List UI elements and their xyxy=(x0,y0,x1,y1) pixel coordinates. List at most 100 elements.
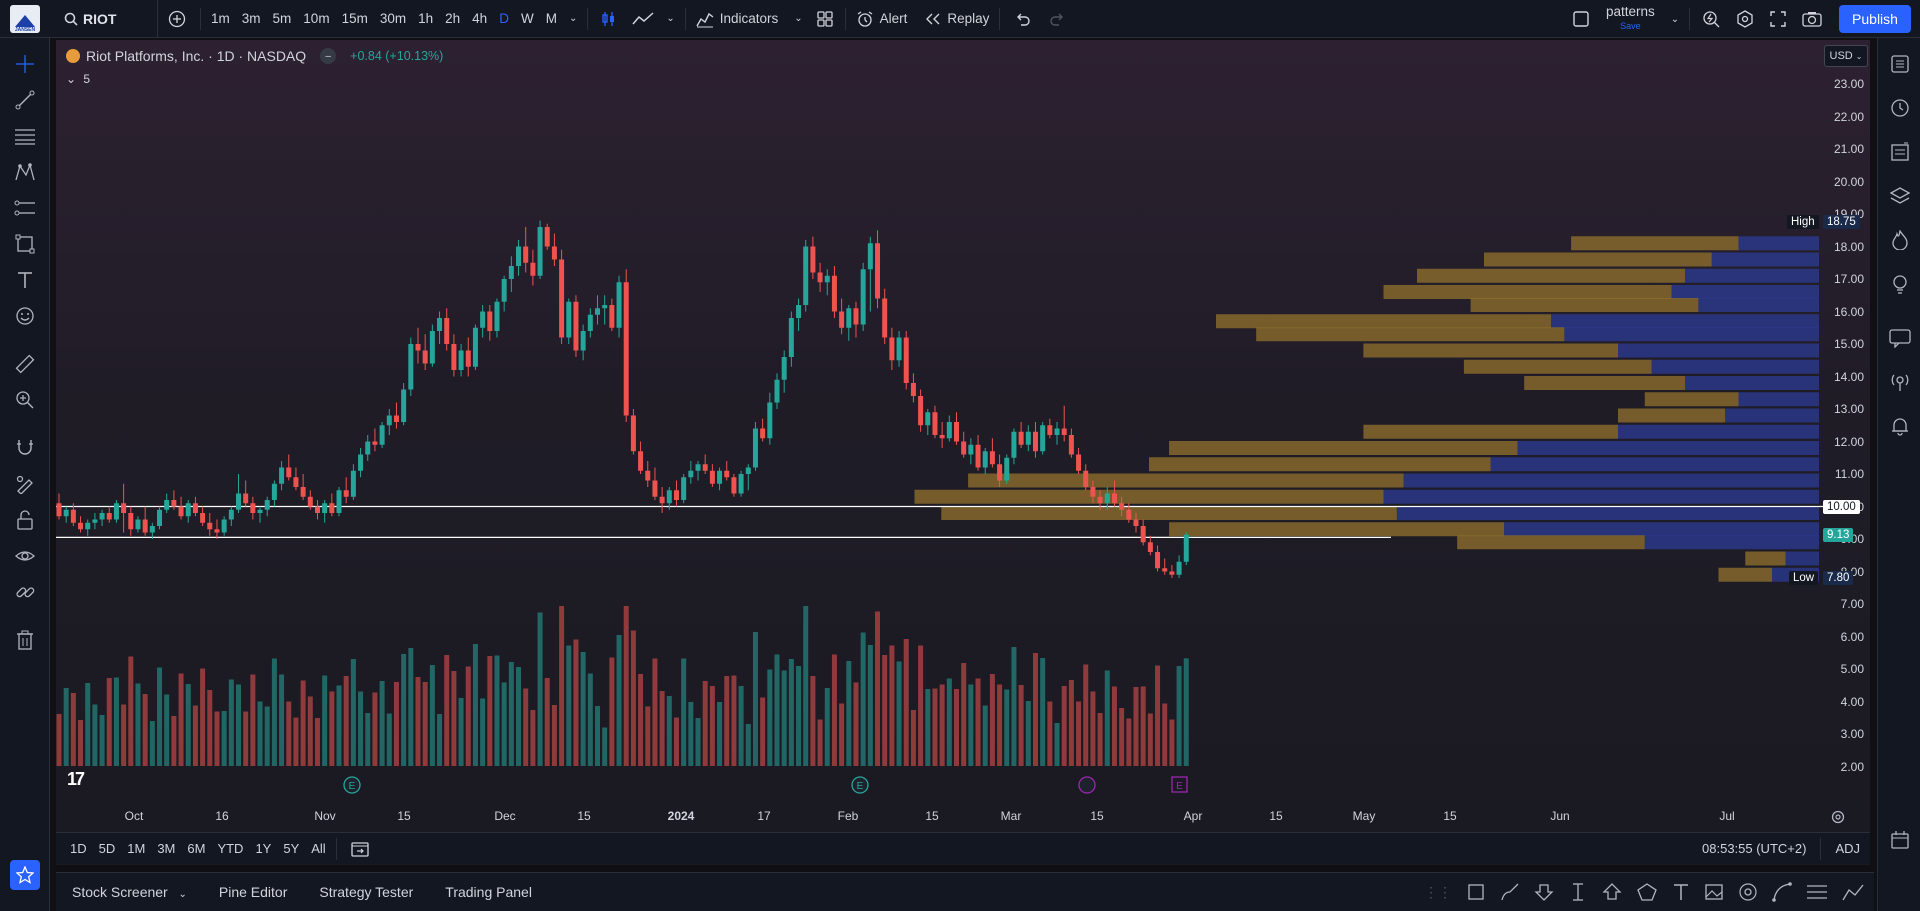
interval-W[interactable]: W xyxy=(520,11,534,26)
tab-stock-screener[interactable]: Stock Screener ⌄ xyxy=(56,884,203,900)
chevron-down-icon[interactable]: ⌄ xyxy=(175,889,187,900)
range-6m[interactable]: 6M xyxy=(187,841,206,856)
emoji-icon[interactable] xyxy=(11,302,39,330)
alerts-clock-icon[interactable] xyxy=(1886,94,1914,122)
interval-5m[interactable]: 5m xyxy=(272,11,292,26)
range-ytd[interactable]: YTD xyxy=(217,841,244,856)
zoom-in-icon[interactable] xyxy=(11,386,39,414)
range-3m[interactable]: 3M xyxy=(157,841,176,856)
interval-15m[interactable]: 15m xyxy=(341,11,368,26)
interval-10m[interactable]: 10m xyxy=(303,11,330,26)
ideas-lightbulb-icon[interactable] xyxy=(1886,270,1914,298)
legend-menu-icon[interactable]: – xyxy=(320,48,337,64)
layers-icon[interactable] xyxy=(1886,182,1914,210)
lock-icon[interactable] xyxy=(11,506,39,534)
magnet-icon[interactable] xyxy=(11,434,39,462)
trash-icon[interactable] xyxy=(11,626,39,654)
go-to-date-button[interactable] xyxy=(341,841,379,857)
text-tool-icon[interactable] xyxy=(1672,882,1690,902)
image-icon[interactable] xyxy=(1704,882,1724,902)
replay-button[interactable]: Replay xyxy=(919,0,995,38)
layout-toggle-button[interactable] xyxy=(1566,0,1596,38)
curve-tool-icon[interactable] xyxy=(1772,882,1792,902)
price-axis[interactable]: 23.00 22.00 21.00 20.00 19.00 18.00 17.00 16.00… xyxy=(1826,40,1870,830)
arrow-down-icon[interactable] xyxy=(1534,882,1554,902)
chart-settings-icon[interactable] xyxy=(1831,810,1845,827)
quick-search-button[interactable] xyxy=(1694,0,1728,38)
ruler-icon[interactable] xyxy=(11,350,39,378)
adjust-data-toggle[interactable]: ADJ xyxy=(1835,841,1860,856)
snapshot-button[interactable] xyxy=(1794,0,1830,38)
drag-handle-icon[interactable]: ⋮⋮ xyxy=(1424,883,1452,900)
fib-retracement-icon[interactable] xyxy=(1806,882,1828,902)
chart-pane[interactable]: E E E Riot Platforms, Inc. · 1D · NASDAQ –… xyxy=(56,40,1870,865)
date-range-icon[interactable] xyxy=(1568,882,1588,902)
time-axis[interactable]: Oct 16 Nov 15 Dec 15 2024 17 Feb 15 Mar 15 Apr 15 May 1… xyxy=(56,805,1826,827)
currency-selector[interactable]: USD ⌄ xyxy=(1824,45,1868,67)
text-tool-icon[interactable] xyxy=(11,266,39,294)
chart-type-dropdown-icon[interactable]: ⌄ xyxy=(666,13,675,24)
undo-button[interactable] xyxy=(1004,0,1040,38)
settings-button[interactable] xyxy=(1728,0,1762,38)
streams-icon[interactable] xyxy=(1886,368,1914,396)
fullscreen-button[interactable] xyxy=(1762,0,1794,38)
brand-logo[interactable]: JANSEN xyxy=(0,0,50,38)
watchlist-star-button[interactable] xyxy=(10,860,40,890)
flower-icon[interactable] xyxy=(1738,882,1758,902)
alert-button[interactable]: Alert xyxy=(850,0,914,38)
indicators-button[interactable]: Indicators ⌄ xyxy=(690,0,809,38)
layout-dropdown-icon[interactable]: ⌄ xyxy=(1670,13,1680,25)
shape-icon[interactable] xyxy=(1636,882,1658,902)
interval-3m[interactable]: 3m xyxy=(241,11,261,26)
indicators-dropdown-icon[interactable]: ⌄ xyxy=(794,13,803,24)
chat-icon[interactable] xyxy=(1886,324,1914,352)
range-5d[interactable]: 5D xyxy=(98,841,116,856)
tab-pine-editor[interactable]: Pine Editor xyxy=(203,884,303,900)
crosshair-icon[interactable] xyxy=(11,50,39,78)
data-window-icon[interactable] xyxy=(1886,138,1914,166)
interval-1m[interactable]: 1m xyxy=(211,11,230,26)
symbol-search[interactable]: RIOT xyxy=(50,0,158,38)
tab-trading-panel[interactable]: Trading Panel xyxy=(429,884,548,900)
layout-name-button[interactable]: patterns Save xyxy=(1596,5,1665,33)
link-icon[interactable] xyxy=(11,578,39,606)
redo-button[interactable] xyxy=(1040,0,1076,38)
drawing-mode-icon[interactable] xyxy=(11,470,39,498)
calendar-icon[interactable] xyxy=(1886,826,1914,854)
publish-button[interactable]: Publish xyxy=(1839,5,1911,33)
interval-1h[interactable]: 1h xyxy=(418,11,434,26)
interval-30m[interactable]: 30m xyxy=(379,11,407,26)
range-1d[interactable]: 1D xyxy=(70,841,87,856)
range-all[interactable]: All xyxy=(311,841,326,856)
templates-button[interactable] xyxy=(809,0,841,38)
tab-strategy-tester[interactable]: Strategy Tester xyxy=(303,884,429,900)
pattern-tool-icon[interactable] xyxy=(11,158,39,186)
range-1m[interactable]: 1M xyxy=(127,841,146,856)
range-1y[interactable]: 1Y xyxy=(255,841,272,856)
indicators-collapse[interactable]: ⌄ 5 xyxy=(66,72,90,86)
interval-2h[interactable]: 2h xyxy=(445,11,461,26)
interval-M[interactable]: M xyxy=(545,11,557,26)
candles-style-button[interactable] xyxy=(592,0,626,38)
arrow-up-icon[interactable] xyxy=(1602,882,1622,902)
notifications-bell-icon[interactable] xyxy=(1886,412,1914,440)
clock-timezone[interactable]: 08:53:55 (UTC+2) xyxy=(1702,841,1807,856)
rectangle-tool-icon[interactable] xyxy=(11,230,39,258)
fib-retracement-icon[interactable] xyxy=(11,122,39,150)
interval-dropdown-icon[interactable]: ⌄ xyxy=(568,13,578,24)
range-5y[interactable]: 5Y xyxy=(283,841,300,856)
tradingview-logo-icon[interactable]: 17 xyxy=(67,769,85,789)
eye-icon[interactable] xyxy=(11,542,39,570)
rectangle-tool-icon[interactable] xyxy=(1466,882,1486,902)
watchlist-icon[interactable] xyxy=(1886,50,1914,78)
trend-line-icon[interactable] xyxy=(11,86,39,114)
interval-4h[interactable]: 4h xyxy=(472,11,488,26)
interval-D[interactable]: D xyxy=(499,11,509,26)
brush-icon[interactable] xyxy=(1500,882,1520,902)
compare-button[interactable] xyxy=(158,0,196,38)
line-style-button[interactable] xyxy=(626,0,660,38)
trend-angle-icon[interactable] xyxy=(1842,882,1864,902)
hotlist-flame-icon[interactable] xyxy=(1886,226,1914,254)
forecast-tool-icon[interactable] xyxy=(11,194,39,222)
